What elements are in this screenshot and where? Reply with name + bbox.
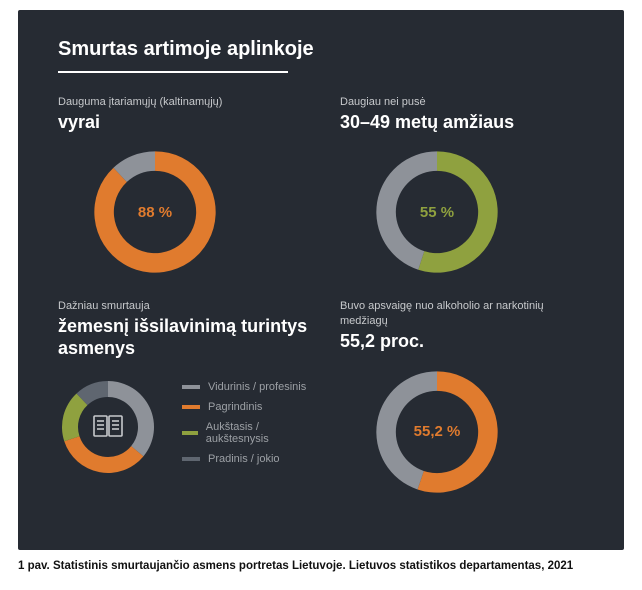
- legend-swatch: [182, 457, 200, 461]
- infographic-card: Smurtas artimoje aplinkoje Dauguma įtari…: [18, 10, 624, 550]
- legend-swatch: [182, 385, 200, 389]
- panel-grid: Dauguma įtariamųjų (kaltinamųjų) vyrai 8…: [58, 95, 592, 497]
- legend-item: Pagrindinis: [182, 401, 310, 413]
- panel-intox-sub: Buvo apsvaigę nuo alkoholio ar narkotini…: [340, 299, 592, 329]
- donut-intox: 55,2 %: [372, 367, 502, 497]
- donut-men: 88 %: [90, 147, 220, 277]
- panel-intox-head: 55,2 proc.: [340, 331, 592, 353]
- panel-age-head: 30–49 metų amžiaus: [340, 112, 592, 134]
- card-title: Smurtas artimoje aplinkoje: [58, 38, 592, 61]
- donut-intox-label: 55,2 %: [372, 367, 502, 497]
- legend-label: Aukštasis / aukštesnysis: [206, 421, 310, 445]
- donut-edu: [58, 377, 158, 477]
- legend-label: Pagrindinis: [208, 401, 262, 413]
- legend-item: Vidurinis / profesinis: [182, 381, 310, 393]
- legend-label: Pradinis / jokio: [208, 453, 280, 465]
- panel-age: Daugiau nei pusė 30–49 metų amžiaus 55 %: [340, 95, 592, 277]
- legend-swatch: [182, 431, 198, 435]
- donut-men-label: 88 %: [90, 147, 220, 277]
- donut-age-label: 55 %: [372, 147, 502, 277]
- donut-age: 55 %: [372, 147, 502, 277]
- panel-edu-sub: Dažniau smurtauja: [58, 299, 310, 314]
- panel-edu-head: žemesnį išsilavinimą turintys asmenys: [58, 316, 310, 359]
- legend-item: Pradinis / jokio: [182, 453, 310, 465]
- panel-intox: Buvo apsvaigę nuo alkoholio ar narkotini…: [340, 299, 592, 496]
- figure-caption: 1 pav. Statistinis smurtaujančio asmens …: [18, 560, 624, 572]
- panel-age-sub: Daugiau nei pusė: [340, 95, 592, 110]
- legend-swatch: [182, 405, 200, 409]
- book-icon: [58, 377, 158, 477]
- legend-label: Vidurinis / profesinis: [208, 381, 306, 393]
- panel-edu-body: Vidurinis / profesinis Pagrindinis Aukštas…: [58, 377, 310, 477]
- panel-edu: Dažniau smurtauja žemesnį išsilavinimą t…: [58, 299, 310, 496]
- legend-item: Aukštasis / aukštesnysis: [182, 421, 310, 445]
- panel-men-sub: Dauguma įtariamųjų (kaltinamųjų): [58, 95, 310, 110]
- title-underline: [58, 71, 288, 73]
- panel-men: Dauguma įtariamųjų (kaltinamųjų) vyrai 8…: [58, 95, 310, 277]
- panel-men-head: vyrai: [58, 112, 310, 134]
- edu-legend: Vidurinis / profesinis Pagrindinis Aukštas…: [182, 381, 310, 473]
